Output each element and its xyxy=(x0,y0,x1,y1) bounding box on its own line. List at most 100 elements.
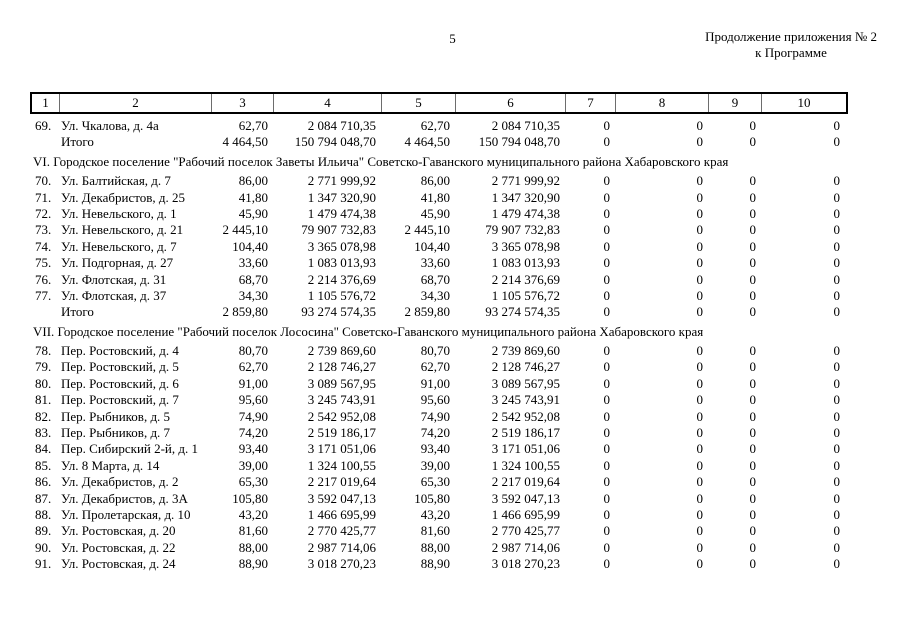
value-cell: 0 xyxy=(696,539,704,555)
value-cell: 2 128 746,27 xyxy=(307,359,376,375)
address-cell: Ул. Декабристов, д. 25 xyxy=(61,189,186,205)
value-cell: 62,70 xyxy=(420,118,450,133)
value-cell: 0 xyxy=(749,490,757,506)
row-number-cell: 71. xyxy=(35,189,52,205)
value-cell: 0 xyxy=(696,392,704,408)
value-cell: 0 xyxy=(696,134,704,150)
value-cell: 0 xyxy=(833,173,841,189)
value-cell: 68,70 xyxy=(420,271,450,287)
value-cell: 0 xyxy=(749,359,757,375)
column-header-6: 6 xyxy=(456,94,566,112)
value-cell: 0 xyxy=(833,425,841,441)
value-cell: 2 739 869,60 xyxy=(491,343,560,359)
value-cell: 0 xyxy=(696,205,704,221)
value-cell: 1 347 320,90 xyxy=(307,189,376,205)
table-row: 71. Ул. Декабристов, д. 25 41,80 1 347 320,… xyxy=(30,190,844,206)
total-label-cell: Итого xyxy=(61,304,94,320)
value-cell: 0 xyxy=(696,506,704,522)
table-row: 79. Пер. Ростовский, д. 5 62,70 2 128 746,2… xyxy=(30,359,844,375)
value-cell: 104,40 xyxy=(232,238,268,254)
value-cell: 0 xyxy=(603,506,611,522)
address-cell: Ул. Ростовская, д. 20 xyxy=(61,523,176,539)
table-row: 77. Ул. Флотская, д. 37 34,30 1 105 576,72 3… xyxy=(30,288,844,304)
value-cell: 3 018 270,23 xyxy=(307,556,376,572)
address-cell: Пер. Ростовский, д. 6 xyxy=(61,375,179,391)
value-cell: 95,60 xyxy=(420,392,450,408)
address-cell: Ул. Невельского, д. 21 xyxy=(61,222,184,238)
value-cell: 2 771 999,92 xyxy=(307,173,376,189)
value-cell: 74,20 xyxy=(420,425,450,441)
section-row: VII. Городское поселение "Рабочий посело… xyxy=(33,323,704,339)
value-cell: 0 xyxy=(833,189,841,205)
table-row: 80. Пер. Ростовский, д. 6 91,00 3 089 567,9… xyxy=(30,376,844,392)
value-cell: 2 519 186,17 xyxy=(307,425,376,441)
value-cell: 0 xyxy=(749,506,757,522)
value-cell: 93 274 574,35 xyxy=(301,304,376,320)
value-cell: 0 xyxy=(833,271,841,287)
row-number-cell: 73. xyxy=(35,222,52,238)
address-cell: Ул. Ростовская, д. 22 xyxy=(61,539,176,555)
value-cell: 74,90 xyxy=(420,408,450,424)
value-cell: 105,80 xyxy=(232,490,268,506)
value-cell: 0 xyxy=(833,375,841,391)
value-cell: 41,80 xyxy=(420,189,450,205)
value-cell: 0 xyxy=(749,118,757,133)
total-row: Итого 4 464,50 150 794 048,70 4 464,50 150 7… xyxy=(30,134,844,150)
value-cell: 2 445,10 xyxy=(404,222,451,238)
value-cell: 2 217 019,64 xyxy=(491,474,560,490)
value-cell: 88,00 xyxy=(420,539,450,555)
row-number-cell: 75. xyxy=(35,255,52,271)
value-cell: 0 xyxy=(696,118,704,133)
value-cell: 1 466 695,99 xyxy=(491,506,560,522)
value-cell: 0 xyxy=(749,441,757,457)
value-cell: 0 xyxy=(603,539,611,555)
value-cell: 2 987 714,06 xyxy=(307,539,376,555)
value-cell: 2 739 869,60 xyxy=(307,343,376,359)
address-cell: Ул. Невельского, д. 1 xyxy=(61,205,177,221)
value-cell: 4 464,50 xyxy=(404,134,451,150)
value-cell: 3 171 051,06 xyxy=(491,441,560,457)
table-row: 83. Пер. Рыбников, д. 7 74,20 2 519 186,17 7… xyxy=(30,425,844,441)
value-cell: 1 083 013,93 xyxy=(491,255,560,271)
value-cell: 2 519 186,17 xyxy=(491,425,560,441)
value-cell: 81,60 xyxy=(420,523,450,539)
value-cell: 1 083 013,93 xyxy=(307,255,376,271)
value-cell: 68,70 xyxy=(238,271,268,287)
continuation-line-2: к Программе xyxy=(755,45,827,60)
page-header: 5 Продолжение приложения № 2 к Программе xyxy=(0,0,905,88)
value-cell: 0 xyxy=(833,222,841,238)
value-cell: 2 445,10 xyxy=(222,222,269,238)
value-cell: 33,60 xyxy=(238,255,268,271)
total-row: Итого 2 859,80 93 274 574,35 2 859,80 93 274… xyxy=(30,304,844,320)
table-row: 73. Ул. Невельского, д. 21 2 445,10 79 907 … xyxy=(30,222,844,238)
value-cell: 65,30 xyxy=(420,474,450,490)
value-cell: 3 089 567,95 xyxy=(491,375,560,391)
table-row: 82. Пер. Рыбников, д. 5 74,90 2 542 952,08 7… xyxy=(30,409,844,425)
value-cell: 0 xyxy=(603,441,611,457)
row-number-cell: 82. xyxy=(35,408,52,424)
address-cell: Ул. Флотская, д. 31 xyxy=(61,271,167,287)
value-cell: 0 xyxy=(603,359,611,375)
value-cell: 2 771 999,92 xyxy=(491,173,560,189)
value-cell: 62,70 xyxy=(420,359,450,375)
value-cell: 62,70 xyxy=(238,359,268,375)
value-cell: 3 365 078,98 xyxy=(491,238,560,254)
value-cell: 2 770 425,77 xyxy=(307,523,376,539)
value-cell: 0 xyxy=(833,304,841,320)
column-header-3: 3 xyxy=(212,94,274,112)
row-number-cell: 83. xyxy=(35,425,52,441)
value-cell: 1 347 320,90 xyxy=(491,189,560,205)
value-cell: 0 xyxy=(696,271,704,287)
value-cell: 1 324 100,55 xyxy=(491,457,560,473)
row-number-cell: 90. xyxy=(35,539,52,555)
value-cell: 2 214 376,69 xyxy=(491,271,560,287)
value-cell: 0 xyxy=(749,392,757,408)
value-cell: 2 987 714,06 xyxy=(491,539,560,555)
value-cell: 0 xyxy=(603,173,611,189)
address-cell: Пер. Ростовский, д. 7 xyxy=(61,392,179,408)
row-number-cell: 69. xyxy=(35,118,52,133)
value-cell: 0 xyxy=(833,457,841,473)
table-row: 85. Ул. 8 Марта, д. 14 39,00 1 324 100,55 39… xyxy=(30,458,844,474)
value-cell: 1 479 474,38 xyxy=(307,205,376,221)
